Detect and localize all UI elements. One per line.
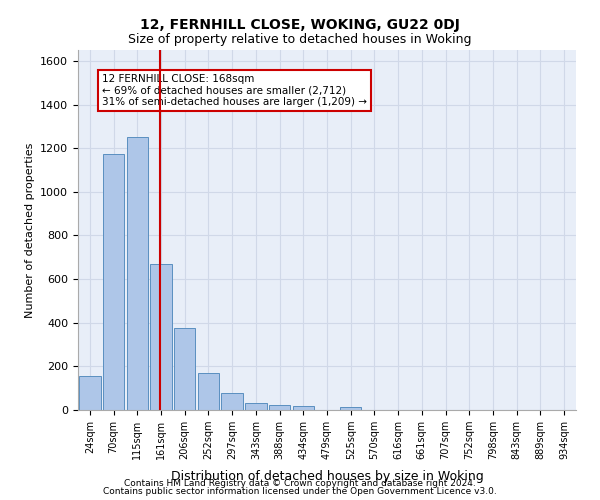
Text: Contains public sector information licensed under the Open Government Licence v3: Contains public sector information licen… [103,487,497,496]
Bar [103,154,124,410]
Text: Contains HM Land Registry data © Crown copyright and database right 2024.: Contains HM Land Registry data © Crown c… [124,478,476,488]
Bar [151,264,172,410]
Text: 12 FERNHILL CLOSE: 168sqm
← 69% of detached houses are smaller (2,712)
31% of se: 12 FERNHILL CLOSE: 168sqm ← 69% of detac… [102,74,367,107]
Text: Size of property relative to detached houses in Woking: Size of property relative to detached ho… [128,32,472,46]
Y-axis label: Number of detached properties: Number of detached properties [25,142,35,318]
Bar [198,373,219,410]
X-axis label: Distribution of detached houses by size in Woking: Distribution of detached houses by size … [170,470,484,484]
Bar [221,392,243,410]
Bar [127,138,148,410]
Bar [269,404,290,410]
Bar [174,328,196,410]
Bar [340,407,361,410]
Bar [79,376,101,410]
Text: 12, FERNHILL CLOSE, WOKING, GU22 0DJ: 12, FERNHILL CLOSE, WOKING, GU22 0DJ [140,18,460,32]
Bar [293,406,314,410]
Bar [245,404,266,410]
